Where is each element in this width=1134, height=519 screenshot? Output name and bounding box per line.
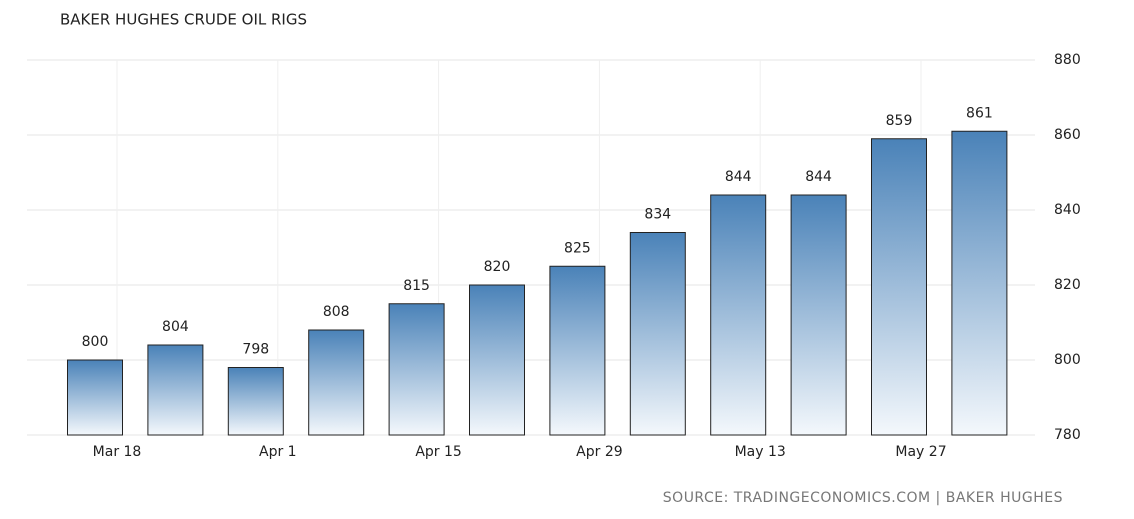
x-tick-label: Apr 15 bbox=[415, 444, 461, 460]
y-tick-label: 880 bbox=[1054, 52, 1081, 68]
value-label: 825 bbox=[564, 240, 591, 256]
value-label: 844 bbox=[805, 169, 832, 185]
y-tick-label: 780 bbox=[1054, 427, 1081, 443]
bar bbox=[388, 303, 445, 436]
bar bbox=[871, 138, 927, 436]
source: SOURCE: TRADINGECONOMICS.COM | BAKER HUG… bbox=[663, 490, 1063, 506]
x-tick-label: Apr 1 bbox=[259, 444, 297, 460]
bar bbox=[710, 194, 767, 436]
bar bbox=[951, 130, 1008, 436]
bar bbox=[147, 344, 204, 436]
bar bbox=[629, 232, 686, 436]
value-label: 820 bbox=[484, 259, 511, 275]
value-label: 844 bbox=[725, 169, 752, 185]
y-tick-label: 800 bbox=[1054, 352, 1081, 368]
value-label: 815 bbox=[403, 278, 430, 294]
bar bbox=[549, 265, 606, 436]
x-tick-label: Mar 18 bbox=[93, 444, 142, 460]
value-label: 859 bbox=[886, 113, 913, 129]
value-label: 861 bbox=[966, 105, 993, 121]
y-tick-label: 820 bbox=[1054, 277, 1081, 293]
bar bbox=[790, 194, 847, 436]
x-tick-label: May 27 bbox=[895, 444, 946, 460]
chart-title: BAKER HUGHES CRUDE OIL RIGS bbox=[60, 11, 307, 29]
y-tick-label: 840 bbox=[1054, 202, 1081, 218]
bar bbox=[227, 367, 284, 436]
value-label: 804 bbox=[162, 319, 189, 335]
value-label: 834 bbox=[644, 207, 671, 223]
bar bbox=[308, 329, 365, 436]
x-tick-label: May 13 bbox=[735, 444, 786, 460]
bar bbox=[469, 284, 525, 436]
x-tick-label: Apr 29 bbox=[576, 444, 622, 460]
value-label: 800 bbox=[82, 334, 109, 350]
value-label: 798 bbox=[242, 342, 269, 358]
y-tick-label: 860 bbox=[1054, 127, 1081, 143]
value-label: 808 bbox=[323, 304, 350, 320]
bar bbox=[67, 359, 123, 436]
